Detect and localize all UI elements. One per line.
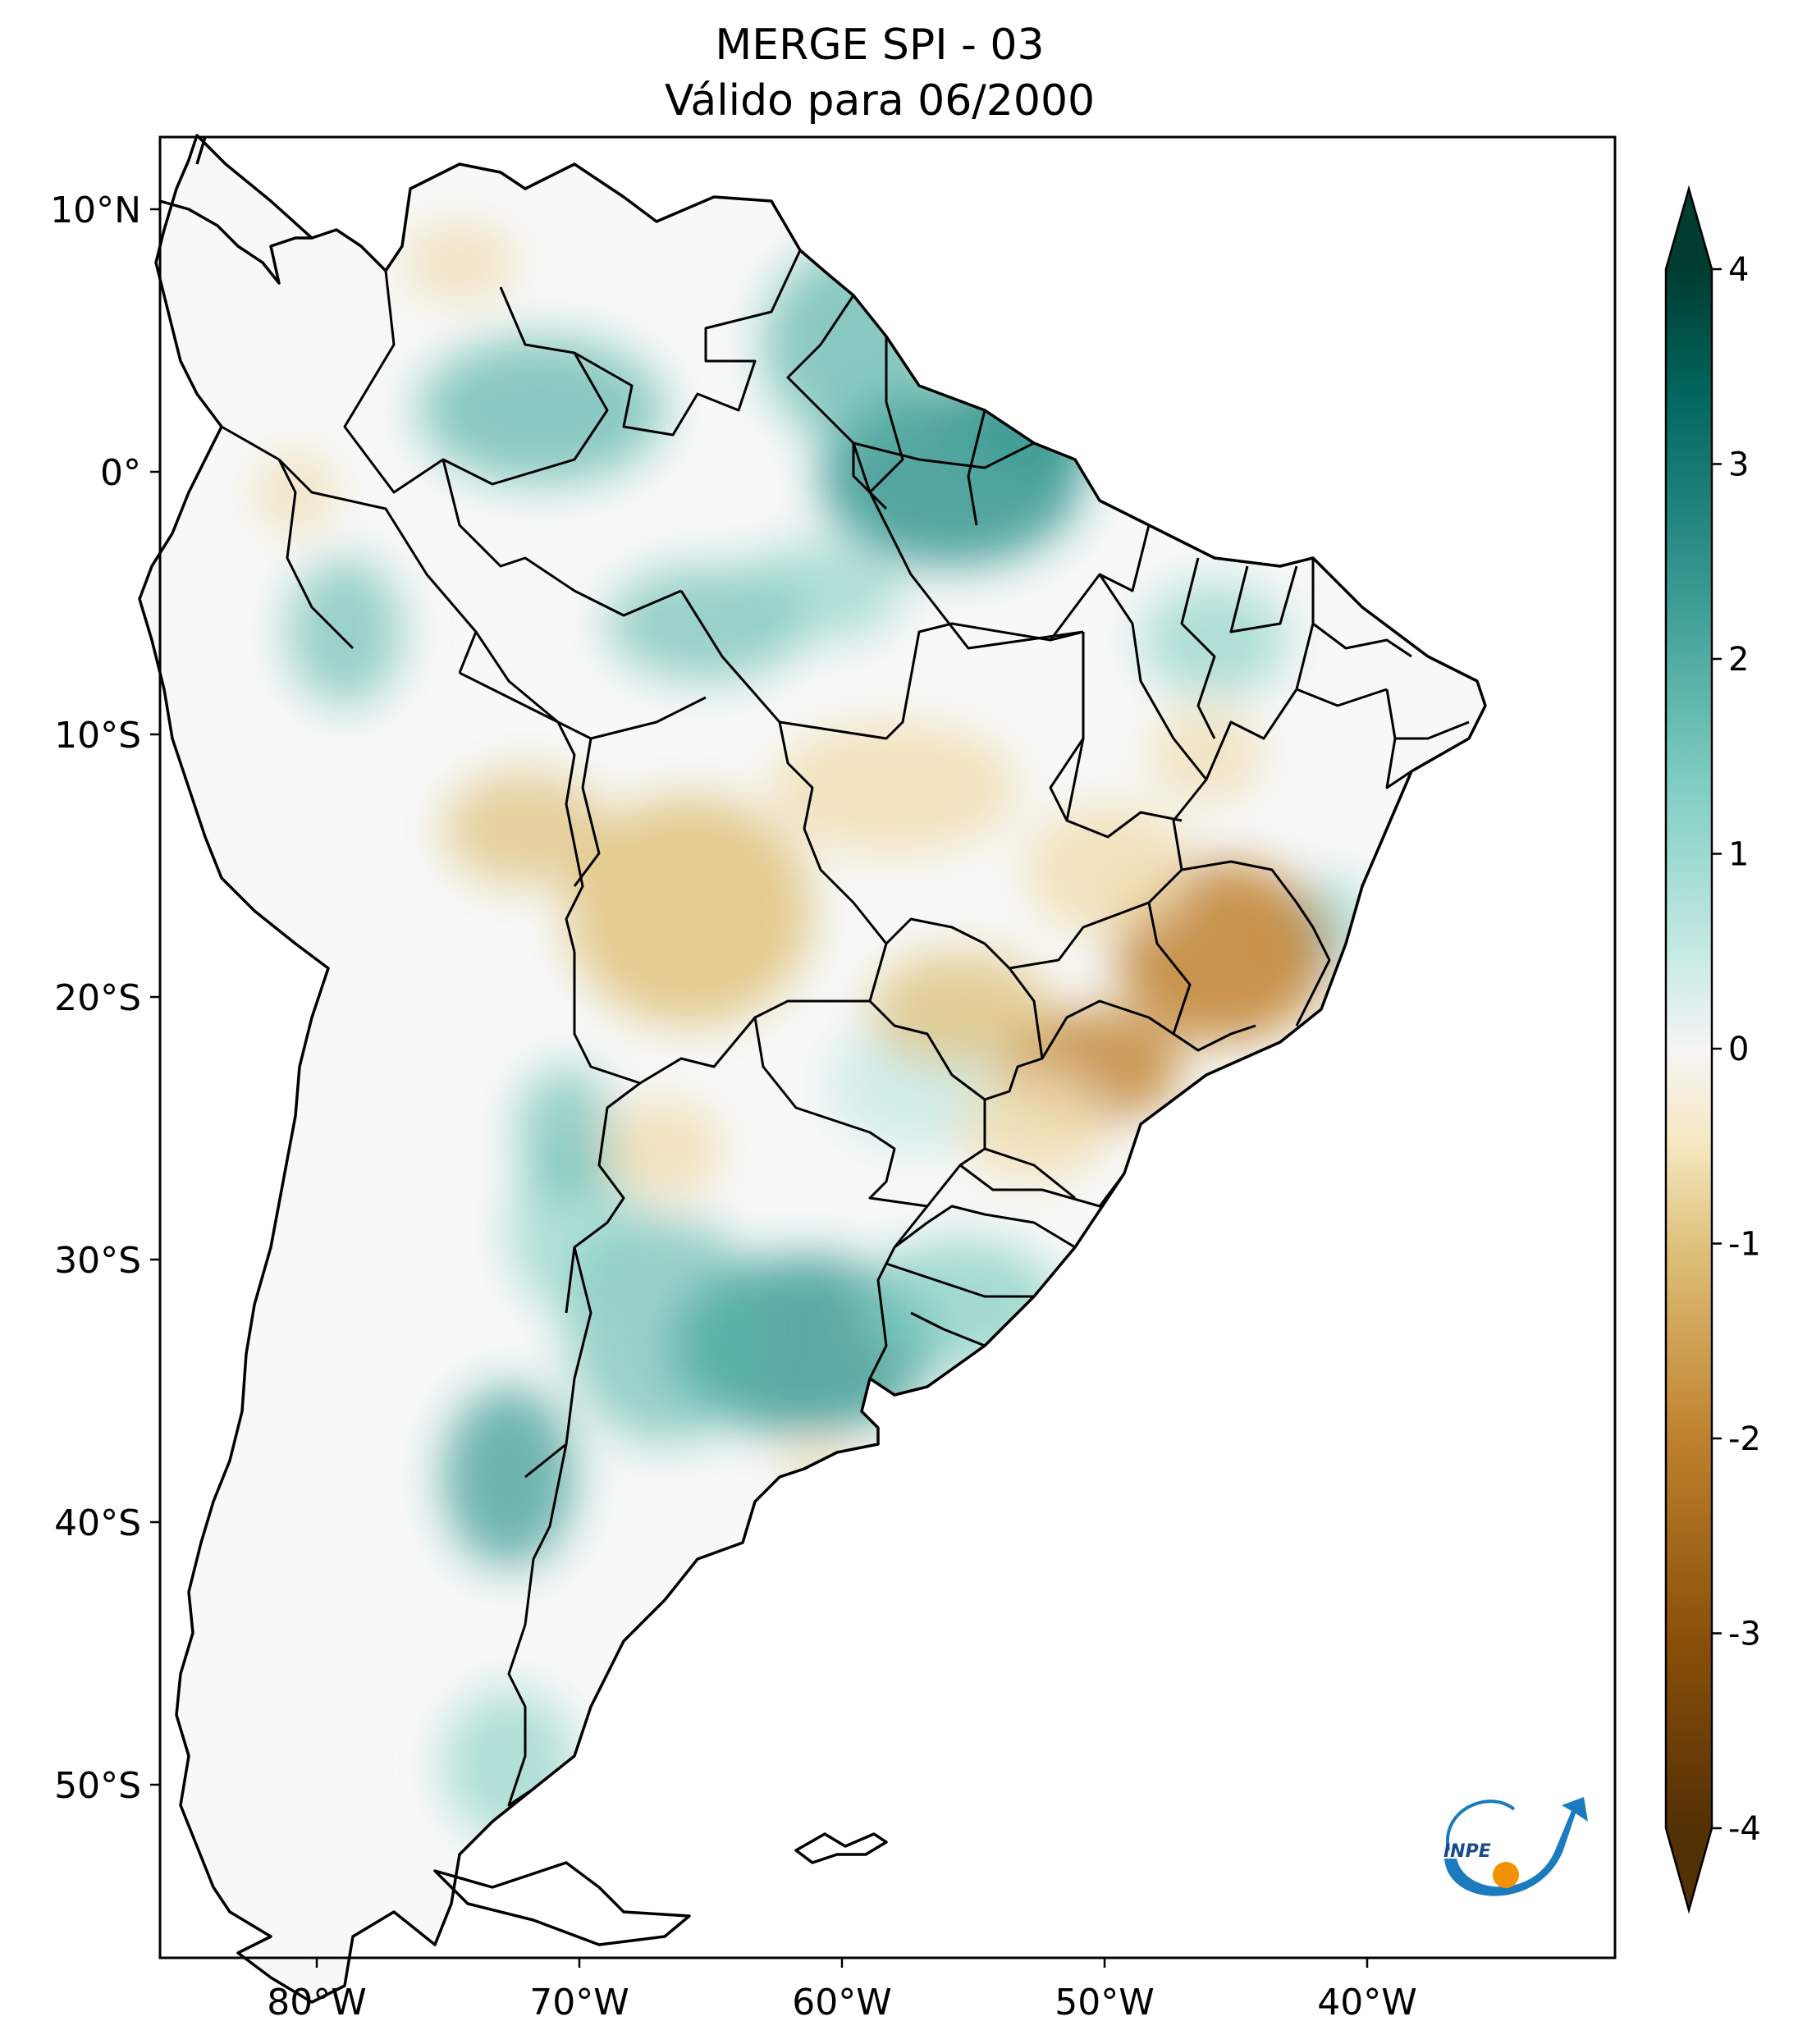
colorbar-tick-label: 1 <box>1728 836 1749 874</box>
lon-ticks: 80°W 70°W 60°W 50°W 40°W <box>267 1958 1417 2023</box>
colorbar-upper-extension <box>1666 189 1712 269</box>
lat-tick-label: 0° <box>100 452 141 494</box>
colorbar-tick-label: 2 <box>1728 641 1749 679</box>
lat-tick-label: 10°N <box>50 190 141 231</box>
borders <box>221 249 1470 1807</box>
colorbar-scale <box>1666 269 1712 1828</box>
lat-tick-label: 40°S <box>54 1502 141 1544</box>
title-line-2: Válido para 06/2000 <box>665 76 1095 126</box>
colorbar-tick-label: 3 <box>1728 446 1749 484</box>
lat-ticks: 10°N 0° 10°S 20°S 30°S 40°S 50°S <box>50 190 160 1807</box>
title-line-1: MERGE SPI - 03 <box>715 21 1044 70</box>
lon-tick-label: 40°W <box>1317 1982 1417 2023</box>
colorbar-lower-extension <box>1666 1828 1712 1910</box>
falkland-islands <box>794 1832 888 1864</box>
colorbar-tick-label: -4 <box>1728 1810 1761 1848</box>
lat-tick-label: 30°S <box>54 1240 141 1282</box>
lon-tick-label: 60°W <box>792 1982 892 2023</box>
lon-tick-label: 50°W <box>1055 1982 1155 2023</box>
lat-tick-label: 10°S <box>54 715 141 757</box>
central-america <box>159 136 312 285</box>
colorbar-tick-label: -1 <box>1728 1226 1761 1264</box>
map-panel: 80°W 70°W 60°W 50°W 40°W 10°N 0° 10°S 20… <box>50 134 1617 2023</box>
inpe-logo-text: INPE <box>1443 1841 1491 1862</box>
inpe-logo: INPE <box>1443 1797 1588 1896</box>
colorbar-tick-label: 0 <box>1728 1031 1749 1068</box>
tierra-del-fuego <box>433 1861 691 1946</box>
lat-tick-label: 20°S <box>54 977 141 1019</box>
lon-tick-label: 70°W <box>529 1982 629 2023</box>
lat-tick-label: 50°S <box>54 1765 141 1807</box>
coastline <box>138 134 1487 2004</box>
colorbar-tick-label: 4 <box>1728 251 1749 289</box>
map-frame <box>158 135 1617 1959</box>
colorbar-tick-label: -3 <box>1728 1616 1761 1653</box>
colorbar: 4 3 2 1 0 -1 -2 -3 -4 <box>1664 185 1761 1914</box>
colorbar-tick-label: -2 <box>1728 1420 1761 1458</box>
lon-tick-label: 80°W <box>267 1982 367 2023</box>
